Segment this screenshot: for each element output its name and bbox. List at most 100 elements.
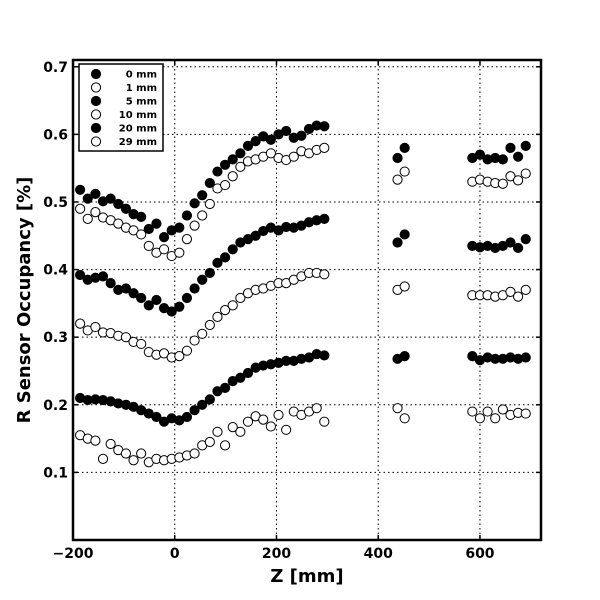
data-point	[151, 294, 162, 306]
legend-label: 10 mm	[119, 110, 157, 121]
data-point	[497, 404, 508, 415]
data-point	[220, 305, 231, 316]
data-point	[497, 178, 508, 189]
y-tick-label: 0.5	[43, 195, 68, 211]
data-point	[181, 292, 193, 304]
data-point	[311, 403, 322, 414]
data-point	[258, 414, 269, 425]
data-point	[520, 234, 531, 245]
data-point	[158, 244, 170, 255]
data-point	[227, 171, 238, 182]
data-point	[113, 198, 124, 210]
data-point	[189, 448, 200, 459]
data-point	[392, 174, 403, 185]
data-point	[120, 283, 132, 294]
data-point	[189, 405, 200, 416]
data-point	[220, 252, 231, 263]
data-point	[75, 318, 86, 329]
data-point	[242, 140, 254, 151]
data-point	[296, 130, 307, 141]
data-point	[212, 426, 223, 437]
x-tick-label: −200	[53, 546, 94, 562]
data-point	[513, 175, 524, 186]
data-point	[212, 311, 223, 323]
data-point	[497, 154, 508, 165]
data-point	[189, 335, 200, 346]
data-point	[520, 140, 531, 151]
data-point	[520, 168, 531, 179]
legend-marker	[90, 68, 102, 80]
axis-ticks: −200 0 200 400 600 0.1 0.2 0.3 0.4 0.5 0.6 0.7	[43, 60, 541, 562]
data-point	[265, 421, 276, 432]
data-point	[151, 218, 162, 229]
legend: 0 mm 1 mm 5 mm 10 mm 20 mm 29 mm	[78, 63, 164, 152]
data-point	[235, 426, 246, 437]
data-point	[97, 271, 109, 282]
data-point	[392, 237, 403, 248]
legend-marker	[90, 82, 102, 93]
data-point	[120, 203, 132, 214]
data-point	[319, 213, 330, 224]
series-10-mm	[75, 267, 531, 363]
y-tick-label: 0.4	[43, 263, 68, 279]
data-point	[474, 149, 486, 160]
data-point	[265, 134, 276, 145]
data-point	[204, 394, 215, 405]
data-point	[197, 399, 208, 410]
data-point	[181, 234, 193, 245]
legend-label: 0 mm	[126, 70, 157, 81]
data-point	[120, 332, 132, 343]
data-point	[399, 281, 410, 292]
data-point	[143, 223, 154, 235]
data-point	[204, 267, 215, 279]
legend-marker	[90, 95, 102, 107]
data-point	[128, 288, 139, 299]
series-0-mm	[75, 120, 531, 243]
data-point	[220, 159, 231, 170]
data-point	[204, 198, 215, 210]
data-point	[158, 232, 170, 243]
series-5-mm	[75, 213, 531, 317]
data-point	[319, 416, 330, 427]
data-point	[97, 453, 109, 464]
legend-box	[78, 63, 164, 152]
data-point	[105, 193, 116, 204]
data-point	[392, 403, 403, 414]
data-point	[482, 406, 493, 417]
data-point	[189, 220, 200, 231]
plot-frame	[71, 58, 543, 542]
data-point	[490, 413, 501, 424]
x-axis-label: Z [mm]	[270, 566, 343, 587]
legend-marker	[90, 109, 102, 120]
data-point	[90, 435, 101, 446]
data-point	[392, 152, 403, 164]
data-point	[197, 274, 208, 285]
data-point	[319, 121, 330, 132]
data-point	[505, 142, 516, 153]
data-point	[235, 161, 246, 172]
data-point	[520, 408, 531, 419]
data-point	[399, 351, 410, 362]
data-point	[120, 448, 132, 459]
data-point	[319, 269, 330, 280]
data-point	[220, 440, 231, 451]
data-point	[166, 306, 177, 317]
data-point	[128, 455, 139, 466]
data-point	[204, 436, 215, 448]
data-point	[197, 190, 208, 201]
data-point	[273, 409, 284, 421]
data-point	[136, 338, 147, 350]
data-point	[520, 284, 531, 295]
legend-label: 5 mm	[126, 97, 157, 108]
data-point	[235, 292, 246, 304]
data-point	[513, 291, 524, 302]
data-point	[136, 229, 147, 240]
data-point	[105, 277, 116, 289]
data-point	[82, 213, 93, 224]
data-point	[467, 406, 478, 417]
data-point	[399, 142, 410, 153]
legend-label: 1 mm	[126, 83, 157, 94]
data-point	[474, 413, 486, 424]
x-tick-label: 0	[170, 546, 180, 562]
